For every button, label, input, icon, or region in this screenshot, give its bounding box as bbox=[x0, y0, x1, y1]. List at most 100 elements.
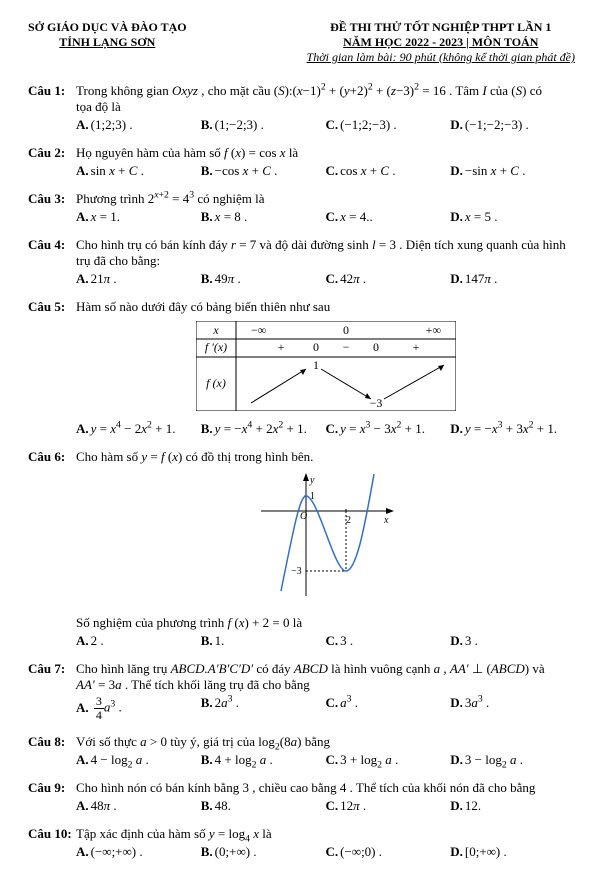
option-B: B.x = 8 . bbox=[201, 209, 326, 225]
options-row: A.21π . B.49π . C.42π . D.147π . bbox=[76, 271, 575, 287]
option-A: A.48π . bbox=[76, 798, 201, 814]
question-8: Câu 8: Với số thực a > 0 tùy ý, giá trị … bbox=[28, 734, 575, 768]
svg-text:x: x bbox=[383, 515, 389, 526]
svg-text:+: + bbox=[277, 340, 284, 354]
svg-text:1: 1 bbox=[313, 358, 319, 372]
option-C: C.3 . bbox=[326, 633, 451, 649]
option-A: A.(1;2;3) . bbox=[76, 117, 201, 133]
svg-text:−3: −3 bbox=[291, 566, 302, 577]
option-D: D.3a3 . bbox=[450, 695, 575, 722]
option-A: A.2 . bbox=[76, 633, 201, 649]
question-label: Câu 3: bbox=[28, 191, 76, 225]
q1-text2: , cho mặt cầu (S):(x−1)2 + (y+2)2 + (z−3… bbox=[201, 83, 542, 98]
svg-text:f ′(x): f ′(x) bbox=[204, 340, 226, 354]
q6-subtext: Số nghiệm của phương trình f (x) + 2 = 0… bbox=[76, 615, 575, 631]
question-5: Câu 5: Hàm số nào dưới đây có bảng biến … bbox=[28, 299, 575, 437]
question-label: Câu 5: bbox=[28, 299, 76, 437]
options-row: A.48π . B.48. C.12π . D.12. bbox=[76, 798, 575, 814]
question-2: Câu 2: Họ nguyên hàm của hàm số f (x) = … bbox=[28, 145, 575, 179]
variation-table: x −∞ 0 +∞ f ′(x) + 0 − 0 + f (x) 1 −3 bbox=[76, 321, 575, 415]
option-C: C.3 + log2 a . bbox=[326, 752, 451, 768]
page-header: SỞ GIÁO DỤC VÀ ĐÀO TẠO TỈNH LẠNG SƠN ĐỀ … bbox=[28, 20, 575, 65]
options-row: A.(1;2;3) . B.(1;−2;3) . C.(−1;2;−3) . D… bbox=[76, 117, 575, 133]
question-label: Câu 2: bbox=[28, 145, 76, 179]
q2-text: Họ nguyên hàm của hàm số f (x) = cos x l… bbox=[76, 145, 298, 160]
question-body: Hàm số nào dưới đây có bảng biến thiên n… bbox=[76, 299, 575, 437]
option-C: C.y = x3 − 3x2 + 1. bbox=[326, 421, 451, 437]
option-D: D.−sin x + C . bbox=[450, 163, 575, 179]
option-A: A.y = x4 − 2x2 + 1. bbox=[76, 421, 201, 437]
option-D: D.y = −x3 + 3x2 + 1. bbox=[450, 421, 575, 437]
header-right: ĐỀ THI THỬ TỐT NGHIỆP THPT LẦN 1 NĂM HỌC… bbox=[307, 20, 575, 65]
svg-text:−∞: −∞ bbox=[251, 323, 266, 337]
q4-text: Cho hình trụ có bán kính đáy r = 7 và độ… bbox=[76, 237, 566, 252]
q7-text2: AA′ = 3a . Thể tích khối lăng trụ đã cho… bbox=[76, 677, 575, 693]
svg-text:x: x bbox=[212, 323, 219, 337]
q3-text: Phương trình 2x+2 = 43 có nghiệm là bbox=[76, 191, 265, 206]
cubic-graph-svg: O y x 1 2 −3 bbox=[256, 471, 396, 601]
option-B: B.(0;+∞) . bbox=[201, 844, 326, 860]
option-D: D.3 − log2 a . bbox=[450, 752, 575, 768]
options-row: A.y = x4 − 2x2 + 1. B.y = −x4 + 2x2 + 1.… bbox=[76, 421, 575, 437]
option-B: B.2a3 . bbox=[201, 695, 326, 722]
option-D: D.x = 5 . bbox=[450, 209, 575, 225]
question-body: Trong không gian Oxyz , cho mặt cầu (S):… bbox=[76, 83, 575, 133]
option-C: C.cos x + C . bbox=[326, 163, 451, 179]
question-body: Cho hình lăng trụ ABCD.A′B′C′D′ có đáy A… bbox=[76, 661, 575, 722]
question-label: Câu 10: bbox=[28, 826, 76, 860]
q4-text2: trụ đã cho bằng: bbox=[76, 253, 575, 269]
exam-time: Thời gian làm bài: 90 phút (không kể thờ… bbox=[307, 50, 575, 65]
question-body: Tập xác định của hàm số y = log4 x là A.… bbox=[76, 826, 575, 860]
q9-text: Cho hình nón có bán kính bằng 3 , chiều … bbox=[76, 780, 535, 795]
q1-text4: tọa độ là bbox=[76, 99, 575, 115]
options-row: A. 34a3 . B.2a3 . C.a3 . D.3a3 . bbox=[76, 695, 575, 722]
question-body: Cho hình nón có bán kính bằng 3 , chiều … bbox=[76, 780, 575, 814]
header-left: SỞ GIÁO DỤC VÀ ĐÀO TẠO TỈNH LẠNG SƠN bbox=[28, 20, 187, 65]
option-B: B.(1;−2;3) . bbox=[201, 117, 326, 133]
options-row: A.(−∞;+∞) . B.(0;+∞) . C.(−∞;0) . D.[0;+… bbox=[76, 844, 575, 860]
options-row: A.4 − log2 a . B.4 + log2 a . C.3 + log2… bbox=[76, 752, 575, 768]
question-body: Phương trình 2x+2 = 43 có nghiệm là A.x … bbox=[76, 191, 575, 225]
q6-text: Cho hàm số y = f (x) có đồ thị trong hìn… bbox=[76, 449, 313, 464]
svg-text:f (x): f (x) bbox=[206, 376, 226, 390]
q1-oxyz: Oxyz bbox=[172, 83, 198, 98]
exam-year: NĂM HỌC 2022 - 2023 | MÔN TOÁN bbox=[307, 35, 575, 50]
option-D: D.3 . bbox=[450, 633, 575, 649]
option-B: B.4 + log2 a . bbox=[201, 752, 326, 768]
svg-text:0: 0 bbox=[373, 340, 379, 354]
variation-table-svg: x −∞ 0 +∞ f ′(x) + 0 − 0 + f (x) 1 −3 bbox=[196, 321, 456, 411]
svg-text:−3: −3 bbox=[369, 396, 382, 410]
question-label: Câu 7: bbox=[28, 661, 76, 722]
svg-text:y: y bbox=[309, 475, 315, 486]
q1-text1: Trong không gian bbox=[76, 83, 172, 98]
option-B: B.−cos x + C . bbox=[201, 163, 326, 179]
option-D: D.[0;+∞) . bbox=[450, 844, 575, 860]
option-C: C.42π . bbox=[326, 271, 451, 287]
option-B: B.y = −x4 + 2x2 + 1. bbox=[201, 421, 326, 437]
option-C: C.12π . bbox=[326, 798, 451, 814]
option-C: C.(−1;2;−3) . bbox=[326, 117, 451, 133]
option-A: A.(−∞;+∞) . bbox=[76, 844, 201, 860]
province-line: TỈNH LẠNG SƠN bbox=[28, 35, 187, 50]
option-B: B.48. bbox=[201, 798, 326, 814]
question-4: Câu 4: Cho hình trụ có bán kính đáy r = … bbox=[28, 237, 575, 287]
svg-text:+: + bbox=[412, 340, 419, 354]
question-body: Cho hình trụ có bán kính đáy r = 7 và độ… bbox=[76, 237, 575, 287]
option-D: D.(−1;−2;−3) . bbox=[450, 117, 575, 133]
exam-title: ĐỀ THI THỬ TỐT NGHIỆP THPT LẦN 1 bbox=[307, 20, 575, 35]
svg-text:O: O bbox=[300, 511, 307, 522]
option-A: A.x = 1. bbox=[76, 209, 201, 225]
q7-text: Cho hình lăng trụ ABCD.A′B′C′D′ có đáy A… bbox=[76, 661, 545, 676]
cubic-graph: O y x 1 2 −3 bbox=[76, 471, 575, 605]
option-A: A.4 − log2 a . bbox=[76, 752, 201, 768]
question-3: Câu 3: Phương trình 2x+2 = 43 có nghiệm … bbox=[28, 191, 575, 225]
option-B: B.49π . bbox=[201, 271, 326, 287]
question-label: Câu 6: bbox=[28, 449, 76, 649]
option-D: D.12. bbox=[450, 798, 575, 814]
option-B: B.1. bbox=[201, 633, 326, 649]
options-row: A.2 . B.1. C.3 . D.3 . bbox=[76, 633, 575, 649]
q10-text: Tập xác định của hàm số y = log4 x là bbox=[76, 826, 272, 841]
org-line: SỞ GIÁO DỤC VÀ ĐÀO TẠO bbox=[28, 20, 187, 35]
question-10: Câu 10: Tập xác định của hàm số y = log4… bbox=[28, 826, 575, 860]
option-A: A. 34a3 . bbox=[76, 695, 201, 722]
